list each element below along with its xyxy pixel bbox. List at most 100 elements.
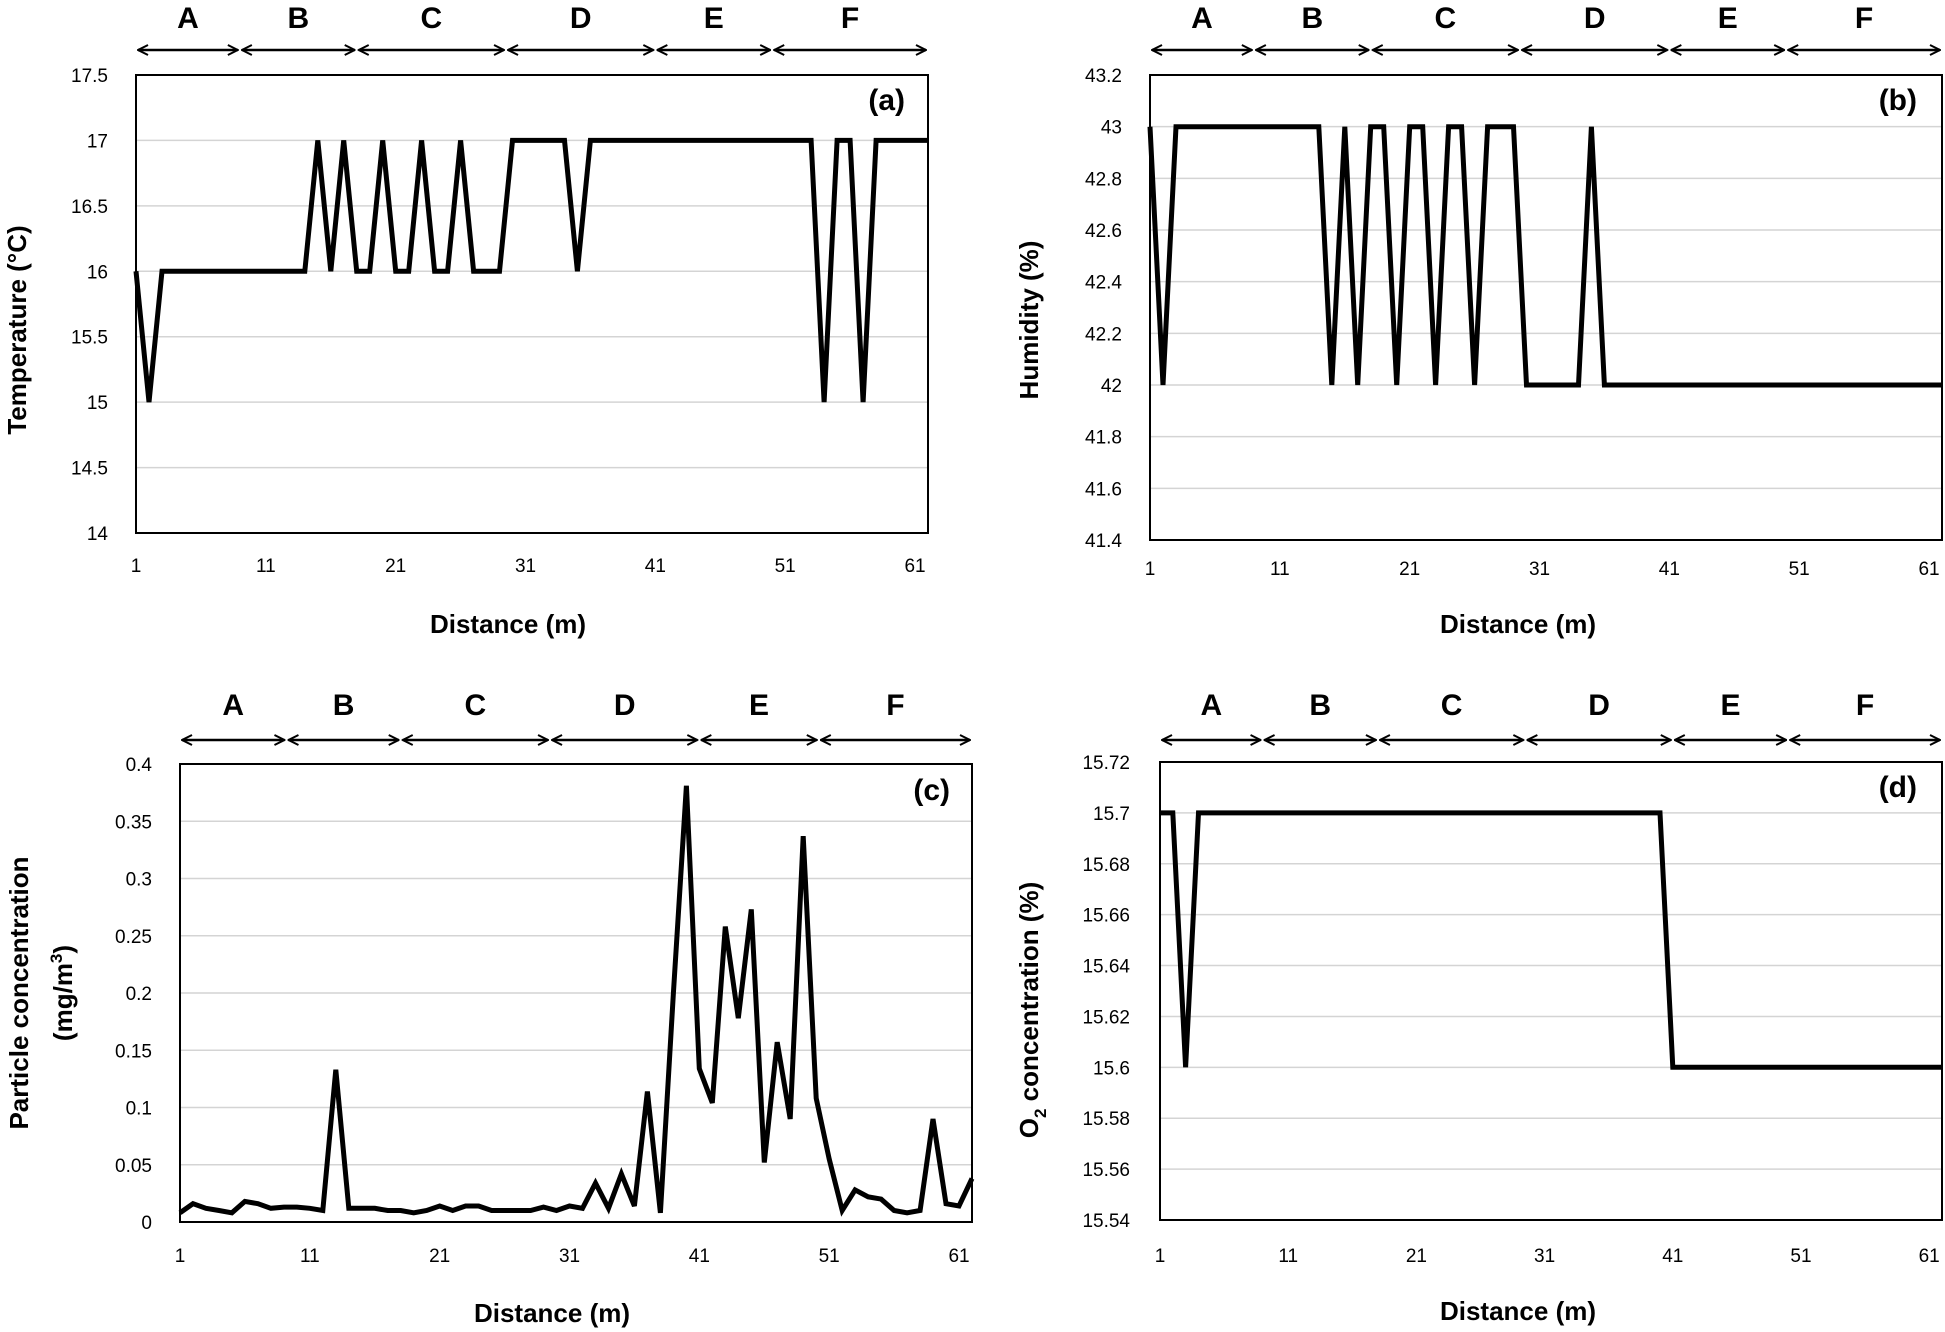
y-tick-label: 0.05 (115, 1156, 152, 1177)
x-tick-label: 31 (559, 1246, 580, 1267)
zone-label: E (1720, 689, 1740, 722)
panel-a-ylabel: Temperature (°C) (2, 225, 32, 434)
x-tick-label: 11 (1278, 1246, 1298, 1267)
y-tick-label: 17.5 (71, 66, 108, 87)
y-tick-label: 43.2 (1085, 66, 1122, 87)
y-tick-label: 0.4 (126, 755, 153, 776)
y-tick-label: 0.2 (126, 984, 152, 1005)
x-tick-label: 41 (1662, 1246, 1683, 1267)
panel-c-ylabel-unit: (mg/m3) (47, 945, 78, 1041)
y-tick-label: 0.25 (115, 927, 152, 948)
zone-label: A (1191, 2, 1213, 35)
x-tick-label: 41 (689, 1246, 710, 1267)
y-tick-label: 15 (87, 393, 108, 414)
panel-d-ylabel-prefix: O (1014, 1118, 1044, 1138)
panel-b: Humidity (%) 41.4 41.6 41.8 42 42.2 42.4 42.6 4… (1014, 2, 1943, 639)
zone-label: E (704, 2, 724, 35)
zone-label: E (1718, 2, 1738, 35)
y-tick-label: 15.64 (1082, 957, 1130, 978)
plot-frame (135, 74, 929, 534)
x-tick-label: 21 (1399, 559, 1420, 580)
zone-label: B (333, 689, 355, 722)
zone-label: B (1301, 2, 1323, 35)
zone-label: D (1588, 689, 1610, 722)
zone-label: C (1435, 2, 1457, 35)
x-tick-label: 21 (429, 1246, 450, 1267)
x-tick-label: 51 (819, 1246, 840, 1267)
zone-label: D (614, 689, 636, 722)
x-tick-label: 1 (175, 1246, 186, 1267)
y-tick-label: 15.68 (1082, 855, 1130, 876)
y-tick-label: 0.15 (115, 1041, 152, 1062)
y-tick-label: 15.72 (1082, 753, 1130, 774)
y-tick-label: 0.1 (126, 1099, 152, 1120)
y-tick-label: 42.6 (1085, 221, 1122, 242)
series-line (1160, 810, 1942, 1070)
panel-label: (b) (1879, 84, 1917, 117)
panel-c-ylabel: Particle concentration (4, 856, 34, 1129)
x-tick-label: 11 (1270, 559, 1290, 580)
zone-label: F (1856, 689, 1874, 722)
y-tick-label: 15.66 (1082, 906, 1130, 927)
plot-frame (1159, 761, 1943, 1221)
zone-label: B (1309, 689, 1331, 722)
x-tick-label: 1 (1155, 1246, 1166, 1267)
x-tick-label: 21 (1406, 1246, 1427, 1267)
panel-label: (d) (1879, 771, 1917, 804)
zone-label: A (177, 2, 199, 35)
x-tick-label: 31 (515, 556, 536, 577)
x-axis-title: Distance (m) (430, 609, 586, 639)
y-tick-label: 42.2 (1085, 324, 1122, 345)
y-tick-label: 16.5 (71, 197, 108, 218)
zone-label: A (222, 689, 244, 722)
zone-label: A (1200, 689, 1222, 722)
panel-d-ylabel-sub: 2 (1031, 1109, 1050, 1118)
x-tick-label: 51 (1790, 1246, 1811, 1267)
y-tick-label: 15.6 (1093, 1058, 1130, 1079)
x-tick-label: 61 (1919, 1246, 1940, 1267)
x-tick-label: 1 (1145, 559, 1156, 580)
y-tick-label: 14.5 (71, 459, 108, 480)
y-tick-label: 41.6 (1085, 479, 1122, 500)
series-line (178, 785, 975, 1217)
x-tick-label: 61 (1918, 559, 1939, 580)
series-line (133, 137, 928, 403)
y-tick-label: 15.56 (1082, 1160, 1130, 1181)
panel-c: Particle concentration (mg/m3) 0 0.05 0.1 0… (4, 689, 975, 1328)
zone-label: C (465, 689, 487, 722)
series-line (1147, 124, 1942, 388)
zone-label: E (749, 689, 769, 722)
x-tick-label: 31 (1529, 559, 1550, 580)
zone-label: F (886, 689, 904, 722)
zone-label: B (287, 2, 309, 35)
x-tick-label: 11 (300, 1246, 320, 1267)
x-tick-label: 1 (131, 556, 142, 577)
y-tick-label: 17 (87, 131, 108, 152)
plot-frame (1149, 74, 1943, 541)
x-axis-title: Distance (m) (474, 1298, 630, 1328)
y-tick-label: 0.3 (126, 870, 152, 891)
x-tick-label: 41 (1659, 559, 1680, 580)
x-tick-label: 51 (775, 556, 796, 577)
plot-frame (179, 763, 973, 1223)
y-tick-label: 42.8 (1085, 169, 1122, 190)
panel-d-ylabel-suffix: concentration (%) (1014, 882, 1044, 1109)
y-tick-label: 14 (87, 524, 109, 545)
x-tick-label: 11 (256, 556, 276, 577)
y-tick-label: 42.4 (1085, 273, 1122, 294)
panel-label: (c) (913, 774, 950, 807)
y-tick-label: 15.62 (1082, 1007, 1130, 1028)
y-tick-label: 0.35 (115, 812, 152, 833)
panel-d: O2 concentration (%) 15.54 15.56 15.58 15.6… (1014, 689, 1943, 1326)
y-tick-label: 41.4 (1085, 531, 1122, 552)
panel-c-ylabel-unit-suffix: ) (48, 945, 78, 954)
panel-label: (a) (868, 84, 905, 117)
y-tick-label: 0 (141, 1213, 152, 1234)
y-tick-label: 15.5 (71, 328, 108, 349)
zone-label: C (421, 2, 443, 35)
y-tick-label: 43 (1101, 118, 1122, 139)
x-tick-label: 51 (1789, 559, 1810, 580)
y-tick-label: 15.54 (1082, 1211, 1130, 1232)
x-tick-label: 61 (948, 1246, 969, 1267)
